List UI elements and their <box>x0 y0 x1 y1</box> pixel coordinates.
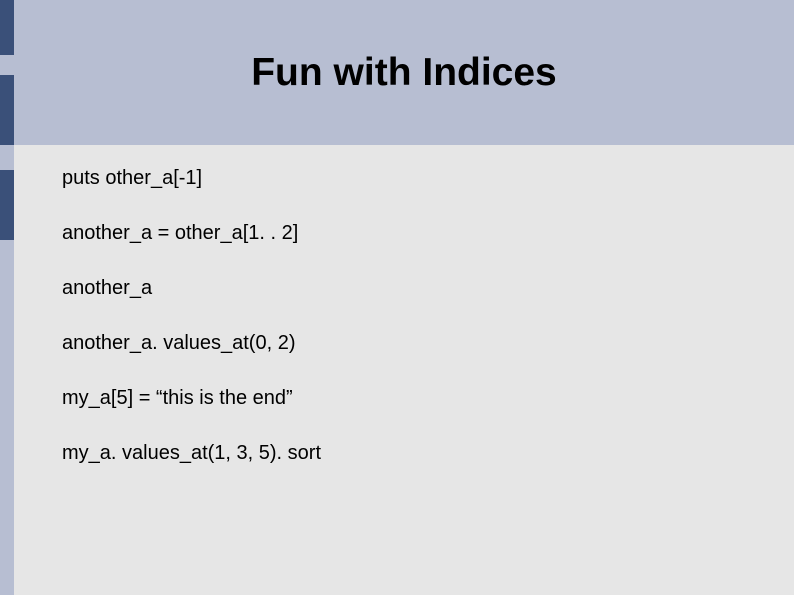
code-line: my_a. values_at(1, 3, 5). sort <box>62 442 746 465</box>
side-marker <box>0 75 14 145</box>
code-line: my_a[5] = “this is the end” <box>62 387 746 410</box>
content-area: puts other_a[-1] another_a = other_a[1. … <box>14 145 794 595</box>
slide-title: Fun with Indices <box>251 51 557 95</box>
side-marker <box>0 170 14 240</box>
side-marker <box>0 0 14 55</box>
code-line: another_a <box>62 277 746 300</box>
header-area: Fun with Indices <box>14 0 794 145</box>
code-line: another_a = other_a[1. . 2] <box>62 222 746 245</box>
code-line: another_a. values_at(0, 2) <box>62 332 746 355</box>
code-line: puts other_a[-1] <box>62 167 746 190</box>
